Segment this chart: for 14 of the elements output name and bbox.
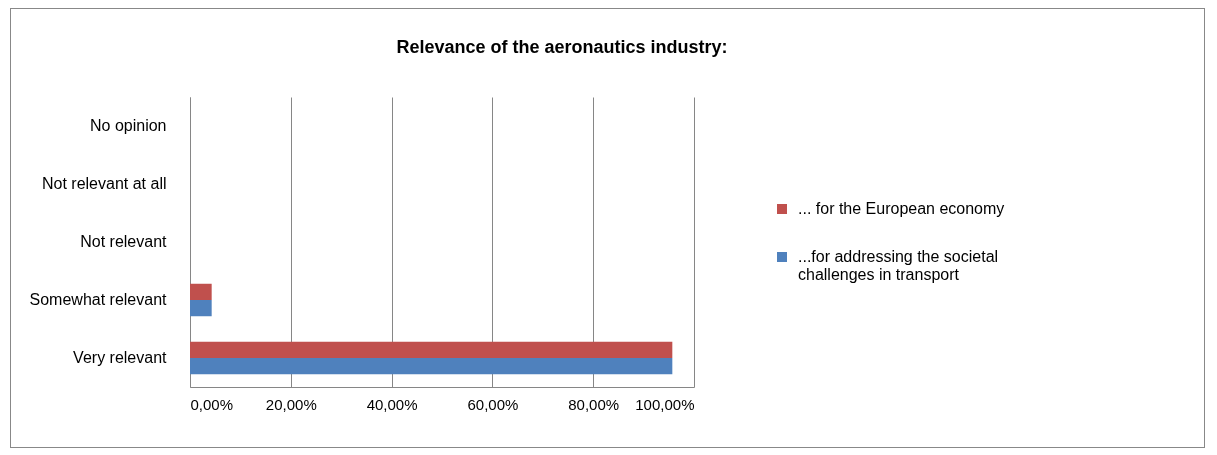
y-tick-label: Not relevant	[80, 233, 168, 250]
legend-label: ...for addressing the societal challenges in transport	[798, 248, 999, 283]
x-tick-label: 80,00%	[568, 395, 620, 413]
x-tick-label: 20,00%	[265, 395, 317, 413]
x-tick-label: 60,00%	[467, 395, 519, 413]
y-tick-label: Somewhat relevant	[29, 291, 168, 308]
legend-label: ... for the European economy	[798, 200, 1005, 217]
chart-title: Relevance of the aeronautics industry:	[396, 37, 728, 57]
x-tick-label: 0,00%	[190, 395, 234, 413]
y-tick-label: No opinion	[90, 117, 167, 134]
y-tick-label: Very relevant	[73, 349, 168, 366]
x-tick-label: 100,00%	[635, 395, 695, 413]
x-tick-label: 40,00%	[366, 395, 418, 413]
y-tick-label: Not relevant at all	[41, 175, 167, 192]
